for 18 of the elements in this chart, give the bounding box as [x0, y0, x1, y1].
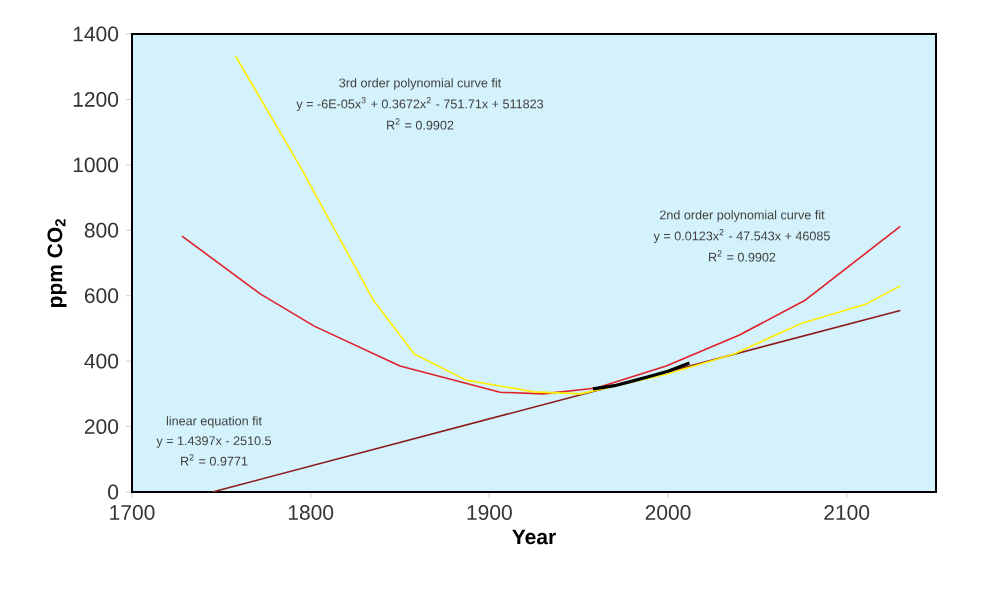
y-tick-label: 1200	[73, 92, 119, 107]
y-tick-label: 800	[84, 222, 119, 238]
x-tick-label: 2000	[645, 505, 691, 520]
y-tick-label: 1400	[73, 26, 119, 42]
x-tick-label: 1700	[110, 505, 155, 520]
y-tick-label: 600	[84, 288, 119, 304]
x-axis-title: Year	[512, 529, 556, 545]
y-tick-label: 200	[84, 419, 119, 435]
line-series	[591, 361, 692, 391]
line-series	[234, 55, 902, 395]
x-tick-label: 1800	[288, 505, 334, 520]
y-tick-label: 400	[84, 353, 119, 369]
x-tick-label: 1900	[467, 505, 512, 520]
y-tick-label: 0	[108, 484, 119, 500]
line-series	[181, 225, 902, 395]
y-axis-title: ppm CO$_{2}$	[47, 219, 67, 308]
x-tick-label: 2100	[824, 505, 870, 520]
y-tick-label: 1000	[73, 157, 119, 173]
